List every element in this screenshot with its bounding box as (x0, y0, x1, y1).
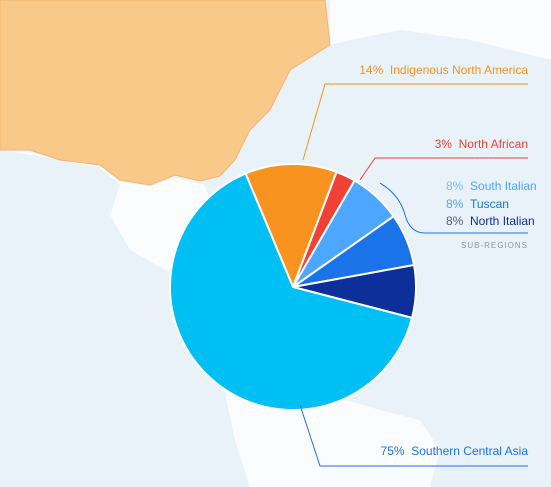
slice-name: South Italian (470, 179, 537, 193)
slice-name: North African (459, 137, 528, 151)
slice-value-label: 8% (446, 197, 464, 211)
slice-name: Southern Central Asia (411, 444, 528, 458)
slice-label: 75% Southern Central Asia (381, 444, 529, 458)
pie (169, 163, 417, 411)
leader-line (379, 182, 528, 234)
leader-line (359, 157, 528, 181)
leader-line (302, 83, 528, 161)
slice-value-label: 8% (446, 179, 464, 193)
annotation: SUB-REGIONS (461, 241, 528, 250)
slice-label: 8% North Italian (446, 214, 535, 228)
north-america (0, 0, 331, 186)
slice-value-label: 75% (381, 444, 405, 458)
slice-label: 8% South Italian (446, 179, 537, 193)
pie-slice (169, 172, 414, 411)
slice-name: Tuscan (470, 197, 509, 211)
slice-value-label: 3% (435, 137, 453, 151)
slice-value-label: 14% (359, 63, 383, 77)
slice-label: 14% Indigenous North America (359, 63, 528, 77)
pie-slice (244, 163, 338, 290)
slice-label: 3% North African (435, 137, 528, 151)
land (330, 0, 551, 60)
slice-label: 8% Tuscan (446, 197, 509, 211)
labels: 14% Indigenous North America 3% North Afr… (299, 63, 537, 467)
leader-line (299, 404, 528, 467)
slice-name: North Italian (470, 214, 535, 228)
slice-name: Indigenous North America (390, 63, 528, 77)
slice-value-label: 8% (446, 214, 464, 228)
